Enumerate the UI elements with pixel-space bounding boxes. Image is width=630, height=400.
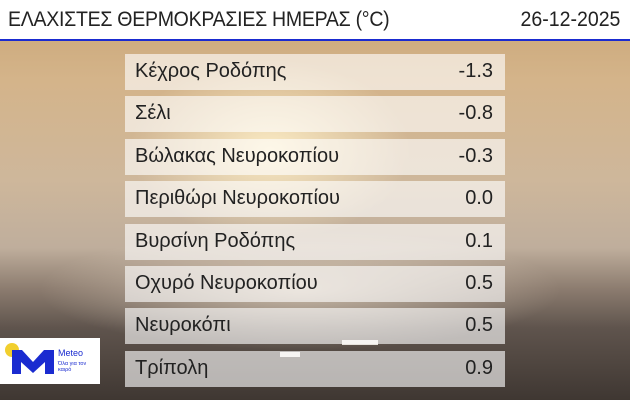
meteo-logo: Meteo Όλα για τον καιρό [0, 338, 100, 384]
temperature-value: 0.5 [465, 314, 493, 337]
station-name: Περιθώρι Νευροκοπίου [135, 187, 340, 210]
table-row: Βυρσίνη Ροδόπης 0.1 [125, 223, 505, 260]
table-row: Περιθώρι Νευροκοπίου 0.0 [125, 181, 505, 218]
table-row: Τρίπολη 0.9 [125, 350, 505, 387]
temperature-value: 0.9 [465, 356, 493, 379]
header: ΕΛΑΧΙΣΤΕΣ ΘΕΡΜΟΚΡΑΣΙΕΣ ΗΜΕΡΑΣ (°C) 26-12… [0, 0, 630, 41]
m-logo-icon [12, 350, 54, 374]
station-name: Βυρσίνη Ροδόπης [135, 229, 296, 252]
table-row: Βώλακας Νευροκοπίου -0.3 [125, 138, 505, 175]
table-row: Νευροκόπι 0.5 [125, 308, 505, 345]
table-row: Οχυρό Νευροκοπίου 0.5 [125, 266, 505, 302]
logo-brand: Meteo [58, 348, 84, 358]
table-row: Σέλι -0.8 [125, 96, 505, 133]
temperature-value: 0.1 [465, 229, 493, 252]
date-label: 26-12-2025 [520, 8, 620, 31]
temperature-value: 0.5 [465, 272, 493, 294]
station-name: Σέλι [135, 102, 171, 125]
temperature-value: -0.3 [458, 144, 493, 167]
temperature-value: -1.3 [458, 60, 493, 82]
station-name: Τρίπολη [135, 356, 209, 379]
temperature-value: 0.0 [465, 187, 493, 210]
page-title: ΕΛΑΧΙΣΤΕΣ ΘΕΡΜΟΚΡΑΣΙΕΣ ΗΜΕΡΑΣ (°C) [8, 8, 390, 31]
station-name: Οχυρό Νευροκοπίου [135, 272, 318, 294]
logo-tagline: Όλα για τον καιρό [58, 361, 87, 373]
station-name: Νευροκόπι [135, 314, 231, 337]
temperature-value: -0.8 [458, 102, 493, 125]
table-row: Κέχρος Ροδόπης -1.3 [125, 54, 505, 90]
station-name: Κέχρος Ροδόπης [135, 60, 287, 82]
station-name: Βώλακας Νευροκοπίου [135, 144, 340, 167]
